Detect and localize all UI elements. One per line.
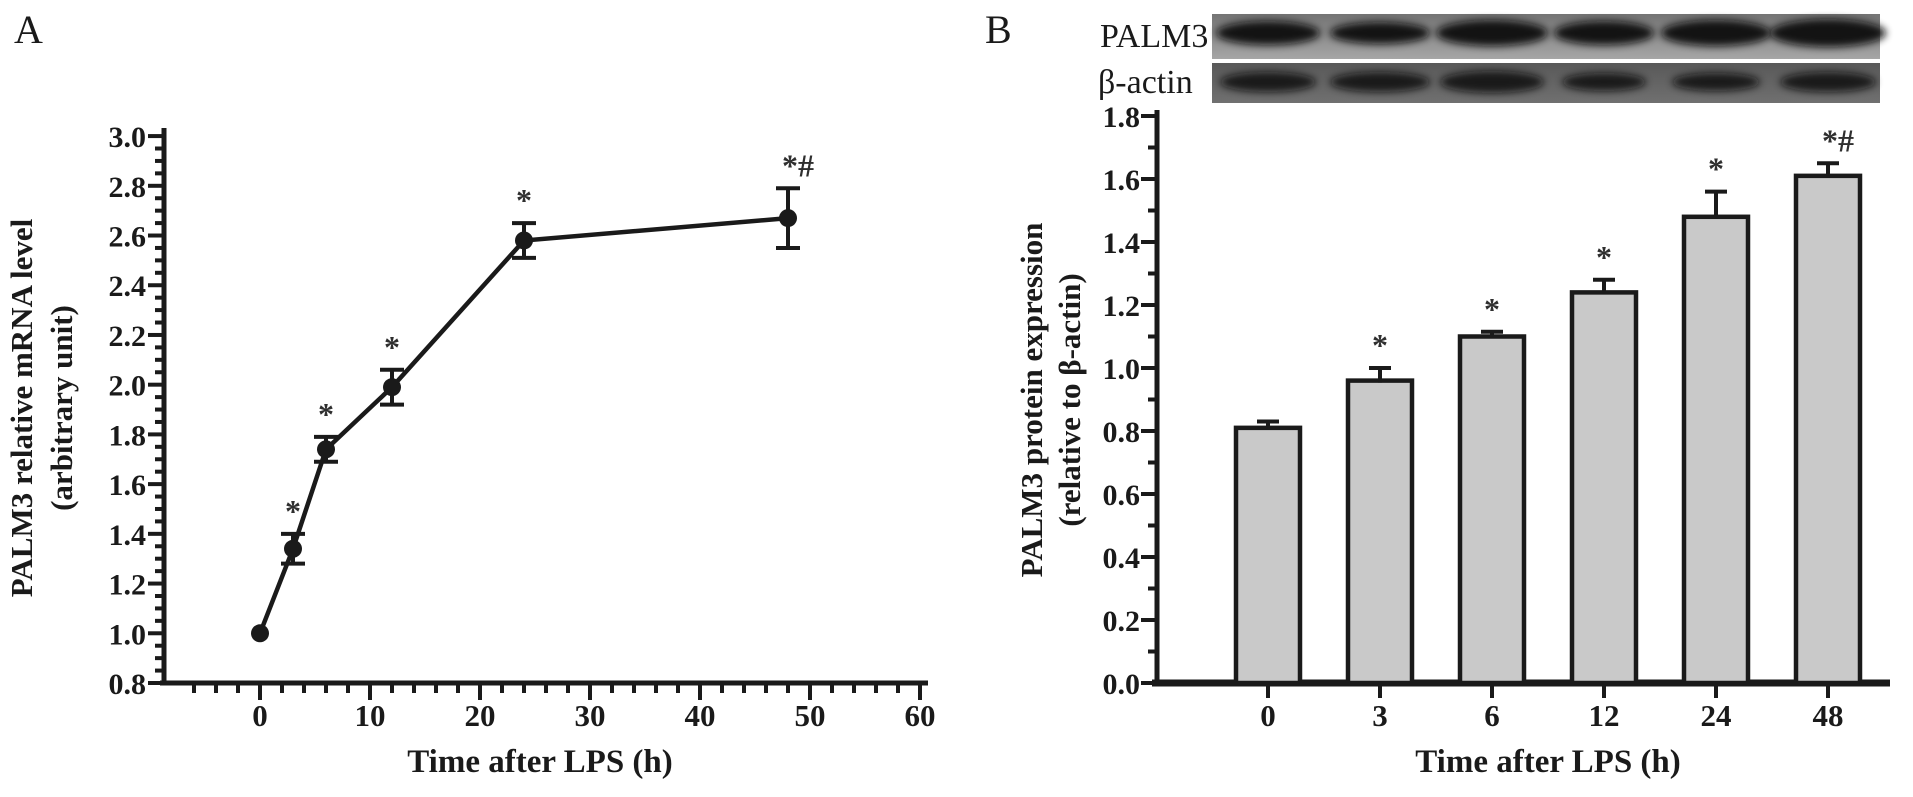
significance-marker: *# bbox=[782, 147, 814, 183]
x-tick-label: 50 bbox=[795, 698, 826, 733]
significance-marker: * bbox=[1484, 291, 1500, 327]
error-bar-48h bbox=[1817, 161, 1839, 178]
x-tick-label: 20 bbox=[465, 698, 496, 733]
bar-0h bbox=[1233, 425, 1303, 686]
y-tick-label: 1.4 bbox=[109, 519, 147, 552]
x-tick-label: 60 bbox=[905, 698, 936, 733]
y-tick-label: 0.8 bbox=[109, 668, 147, 701]
data-point-24h bbox=[515, 231, 533, 250]
significance-marker: * bbox=[516, 182, 532, 218]
x-axis-title: Time after LPS (h) bbox=[1415, 744, 1681, 780]
y-axis-title-line1: PALM3 relative mRNA level bbox=[4, 218, 39, 597]
y-tick-label: 0.0 bbox=[1103, 668, 1141, 701]
bar-48h bbox=[1793, 173, 1863, 686]
significance-marker: * bbox=[285, 493, 301, 529]
y-tick-label: 1.6 bbox=[109, 469, 147, 502]
y-tick-label: 1.4 bbox=[1103, 227, 1141, 260]
bactin-band-lane1 bbox=[1220, 72, 1316, 92]
bactin-band-lane3 bbox=[1440, 71, 1544, 93]
bactin-band-lane4 bbox=[1562, 73, 1646, 91]
palm3-band-lane3 bbox=[1436, 20, 1548, 46]
y-axis-title-line1: PALM3 protein expression bbox=[1014, 223, 1049, 578]
bactin-band-lane5 bbox=[1672, 73, 1760, 91]
y-tick-label: 0.2 bbox=[1103, 605, 1141, 638]
significance-marker: *# bbox=[1822, 122, 1854, 158]
significance-marker: * bbox=[318, 396, 334, 432]
error-bar-12h bbox=[1593, 277, 1615, 295]
blot-row-label-palm3: PALM3 bbox=[1100, 18, 1208, 55]
x-tick-label: 0 bbox=[252, 698, 268, 733]
palm3-band-lane4 bbox=[1554, 21, 1654, 45]
y-ticks bbox=[148, 134, 162, 685]
x-tick-label: 0 bbox=[1260, 698, 1276, 733]
data-point-12h bbox=[383, 378, 401, 397]
error-bar-24h bbox=[1705, 189, 1727, 219]
y-tick-label: 1.8 bbox=[109, 419, 147, 452]
palm3-band-lane5 bbox=[1661, 20, 1771, 46]
y-tick-label: 2.8 bbox=[109, 171, 147, 204]
western-blot: PALM3 β-actin bbox=[1098, 14, 1886, 103]
bactin-band-lane2 bbox=[1330, 72, 1430, 92]
palm3-band-lane6 bbox=[1770, 19, 1886, 47]
y-axis-title-line2: (relative to β-actin) bbox=[1052, 273, 1087, 526]
significance-marker: * bbox=[384, 329, 400, 365]
protein-panel: PALM3 β-actin 0.0 0.2 0.4 0.6 0.8 1.0 1.2 1.4 1.6 1… bbox=[1014, 14, 1890, 780]
bactin-band-lane6 bbox=[1780, 72, 1876, 92]
y-tick-label: 1.8 bbox=[1103, 101, 1141, 134]
data-point-48h bbox=[779, 209, 797, 228]
y-tick-label: 0.6 bbox=[1103, 479, 1141, 512]
data-point-3h bbox=[284, 539, 302, 558]
x-tick-label: 6 bbox=[1484, 698, 1500, 733]
y-tick-label: 2.0 bbox=[109, 370, 147, 403]
panel-b-letter: B bbox=[985, 7, 1012, 52]
y-tick-label: 1.2 bbox=[1103, 290, 1141, 323]
error-bar-6h bbox=[1481, 329, 1503, 339]
bar-6h bbox=[1457, 334, 1527, 686]
data-point-6h bbox=[317, 440, 335, 459]
significance-marker: * bbox=[1708, 151, 1724, 187]
x-tick-label: 3 bbox=[1372, 698, 1388, 733]
blot-row-label-bactin: β-actin bbox=[1098, 64, 1193, 101]
error-bar-0h bbox=[1257, 419, 1279, 430]
significance-marker: * bbox=[1372, 327, 1388, 363]
axes bbox=[160, 128, 928, 686]
palm3-band-lane2 bbox=[1330, 22, 1430, 44]
blot-strip-bactin bbox=[1212, 63, 1880, 103]
x-tick-label: 48 bbox=[1813, 698, 1844, 733]
y-tick-label: 2.4 bbox=[109, 270, 147, 303]
y-axis-title-line2: (arbitrary unit) bbox=[44, 305, 79, 511]
x-tick-label: 40 bbox=[685, 698, 716, 733]
data-point-0h bbox=[251, 624, 269, 643]
y-tick-label: 0.4 bbox=[1103, 542, 1141, 575]
x-tick-label: 30 bbox=[575, 698, 606, 733]
y-tick-label: 0.8 bbox=[1103, 416, 1141, 449]
bar-12h bbox=[1569, 290, 1639, 686]
significance-marker: * bbox=[1596, 239, 1612, 275]
palm3-band-lane1 bbox=[1216, 21, 1320, 45]
bar-24h bbox=[1681, 214, 1751, 686]
mrna-line-chart: 0.8 1.0 1.2 1.4 1.6 1.8 2.0 2.2 2.4 2.6 2.8 3.0 0 10 2… bbox=[4, 121, 936, 780]
bar-chart: 0.0 0.2 0.4 0.6 0.8 1.0 1.2 1.4 1.6 1.8 0 3 * 6 * 12 * 24… bbox=[1014, 101, 1890, 780]
error-bar-3h bbox=[1369, 366, 1391, 383]
bar-3h bbox=[1345, 378, 1415, 686]
error-bars bbox=[281, 186, 800, 566]
y-tick-label: 3.0 bbox=[109, 121, 147, 154]
x-tick-label: 10 bbox=[355, 698, 386, 733]
y-tick-label: 1.6 bbox=[1103, 164, 1141, 197]
x-ticks bbox=[192, 685, 922, 700]
x-axis-title: Time after LPS (h) bbox=[407, 744, 673, 780]
y-ticks bbox=[1141, 114, 1155, 685]
y-tick-label: 2.2 bbox=[109, 320, 147, 353]
x-tick-label: 24 bbox=[1701, 698, 1732, 733]
data-line bbox=[257, 215, 789, 635]
y-tick-label: 1.0 bbox=[1103, 353, 1141, 386]
panel-a-letter: A bbox=[14, 7, 43, 52]
y-tick-label: 1.2 bbox=[109, 569, 147, 602]
line-chart: 0.8 1.0 1.2 1.4 1.6 1.8 2.0 2.2 2.4 2.6 2.8 3.0 0 10 2… bbox=[4, 121, 936, 780]
x-tick-label: 12 bbox=[1589, 698, 1620, 733]
y-tick-label: 2.6 bbox=[109, 221, 147, 254]
y-tick-label: 1.0 bbox=[109, 618, 147, 651]
